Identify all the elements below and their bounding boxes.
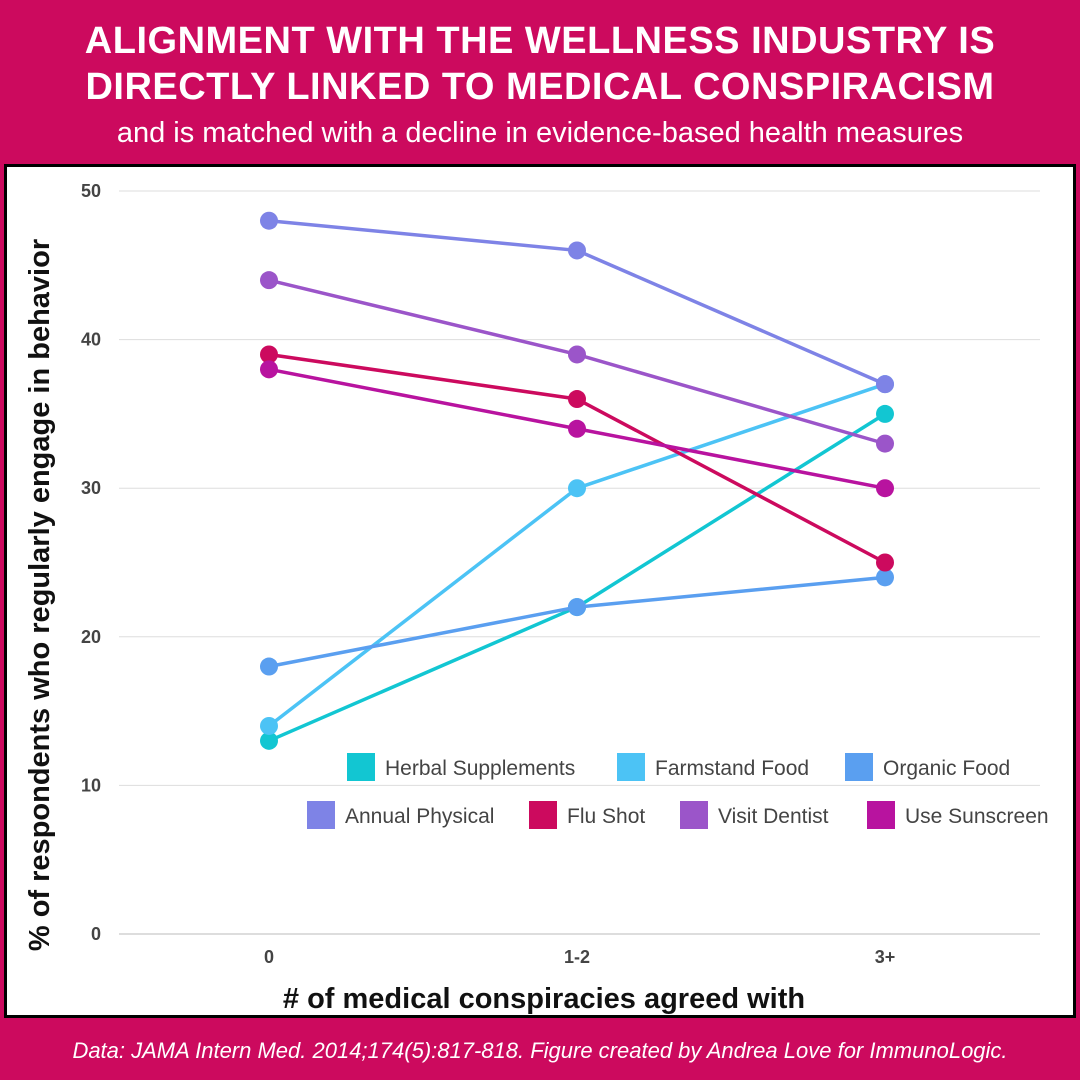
legend-label: Use Sunscreen: [905, 805, 1049, 828]
x-tick-label: 1-2: [564, 947, 590, 967]
data-point: [260, 360, 278, 379]
legend-swatch: [529, 801, 557, 829]
legend-label: Annual Physical: [345, 805, 494, 828]
y-axis-title: % of respondents who regularly engage in…: [24, 239, 56, 951]
x-tick-label: 3+: [875, 947, 896, 967]
y-tick-label: 40: [81, 330, 101, 350]
legend-label: Organic Food: [883, 757, 1010, 780]
data-point: [876, 568, 894, 587]
data-point: [568, 598, 586, 617]
data-point: [260, 716, 278, 735]
legend-label: Farmstand Food: [655, 757, 809, 780]
legend-swatch: [307, 801, 335, 829]
data-point: [568, 345, 586, 364]
legend-label: Visit Dentist: [718, 805, 829, 828]
data-point: [568, 479, 586, 498]
x-tick-label: 0: [264, 947, 274, 967]
data-point: [260, 731, 278, 750]
legend-swatch: [617, 753, 645, 781]
data-point: [876, 434, 894, 453]
data-point: [260, 657, 278, 676]
chart-subtitle: and is matched with a decline in evidenc…: [116, 117, 964, 149]
data-point: [260, 271, 278, 290]
header-banner: ALIGNMENT WITH THE WELLNESS INDUSTRY IS …: [0, 0, 1080, 162]
y-tick-label: 0: [91, 924, 101, 944]
legend-swatch: [845, 753, 873, 781]
series-line-0: [268, 412, 886, 743]
legend-label: Herbal Supplements: [385, 757, 575, 780]
y-tick-label: 30: [81, 478, 101, 498]
y-tick-label: 20: [81, 627, 101, 647]
chart-title-line-2: DIRECTLY LINKED TO MEDICAL CONSPIRACISM: [85, 66, 995, 108]
data-point: [568, 390, 586, 409]
data-point: [260, 211, 278, 230]
data-point: [876, 479, 894, 498]
data-point: [568, 241, 586, 260]
y-tick-label: 50: [81, 181, 101, 201]
data-point: [260, 345, 278, 364]
data-point: [876, 375, 894, 394]
legend-swatch: [867, 801, 895, 829]
data-point: [568, 419, 586, 438]
data-point: [876, 404, 894, 423]
x-axis-title: # of medical conspiracies agreed with: [283, 983, 805, 1015]
line-chart: 0 10 20 30 40 50 0 1-2 3+ # of medical conspiraci…: [24, 181, 1049, 1015]
data-point: [876, 553, 894, 572]
legend-swatch: [680, 801, 708, 829]
chart-panel: 0 10 20 30 40 50 0 1-2 3+ # of medical conspiraci…: [4, 164, 1076, 1018]
chart-title-line-1: ALIGNMENT WITH THE WELLNESS INDUSTRY IS: [84, 20, 996, 62]
source-citation: Data: JAMA Intern Med. 2014;174(5):817-8…: [72, 1038, 1008, 1063]
y-tick-label: 10: [81, 775, 101, 795]
legend-swatch: [347, 753, 375, 781]
legend-label: Flu Shot: [567, 805, 645, 828]
